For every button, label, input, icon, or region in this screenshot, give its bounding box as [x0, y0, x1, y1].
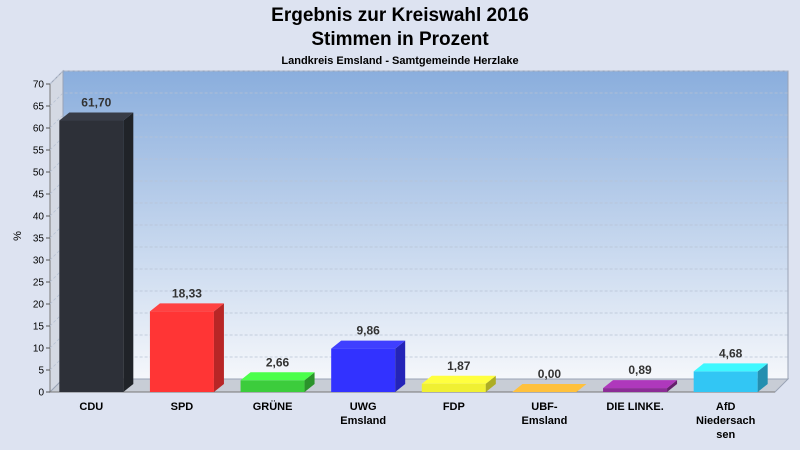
- gridline: [49, 70, 788, 85]
- y-tick-label: 50: [33, 168, 45, 179]
- y-tick-label: 40: [33, 212, 45, 223]
- gridline: [49, 224, 788, 239]
- y-tick-label: 10: [33, 344, 45, 355]
- gridline: [49, 290, 788, 305]
- x-tick-label: UBF-: [531, 401, 558, 413]
- bar-3: [331, 340, 406, 392]
- bar-1: [149, 303, 224, 392]
- x-tick-label: CDU: [79, 401, 103, 413]
- data-label: 2,66: [266, 355, 290, 369]
- gridline: [49, 158, 788, 173]
- bar-front: [331, 348, 396, 392]
- gridline: [49, 136, 788, 151]
- y-tick-label: 0: [38, 388, 44, 399]
- gridline: [49, 92, 788, 107]
- x-tick-label: SPD: [171, 401, 194, 413]
- bar-side: [395, 340, 406, 392]
- bar-side: [485, 375, 496, 392]
- x-tick-label: GRÜNE: [253, 400, 293, 413]
- bar-front: [603, 388, 668, 392]
- bar-4: [421, 375, 496, 392]
- y-tick-label: 20: [33, 300, 45, 311]
- bar-0: [59, 112, 134, 393]
- bar-2: [240, 372, 315, 392]
- data-label: 0,00: [538, 367, 562, 381]
- x-tick-label: sen: [716, 429, 735, 441]
- bar-front: [149, 311, 214, 392]
- gridline: [49, 334, 788, 349]
- bar-top: [512, 384, 587, 392]
- bar-top: [421, 375, 496, 384]
- y-tick-label: 15: [33, 322, 45, 333]
- y-tick-label: 65: [33, 102, 45, 113]
- bar-top: [693, 363, 768, 372]
- gridline: [49, 246, 788, 261]
- gridline: [49, 202, 788, 217]
- x-tick-label: FDP: [443, 401, 465, 413]
- y-tick-label: 60: [33, 124, 45, 135]
- gridline: [49, 268, 788, 283]
- y-tick-label: 45: [33, 190, 45, 201]
- x-tick-label: Emsland: [340, 415, 386, 427]
- data-label: 9,86: [357, 324, 381, 338]
- x-tick-label: DIE LINKE.: [606, 401, 663, 413]
- data-label: 4,68: [719, 346, 743, 360]
- y-tick-label: 5: [38, 366, 44, 377]
- gridline: [49, 312, 788, 327]
- y-tick-label: 25: [33, 278, 45, 289]
- y-axis-label: %: [12, 231, 24, 241]
- x-tick-label: AfD: [716, 401, 736, 413]
- bar-side: [123, 112, 134, 393]
- data-label: 1,87: [447, 359, 471, 373]
- bar-side: [757, 363, 768, 392]
- bar-5: [512, 384, 587, 392]
- gridline: [49, 114, 788, 129]
- bar-front: [693, 371, 758, 392]
- bar-top: [603, 380, 678, 389]
- x-tick-label: Niedersach: [696, 415, 756, 427]
- bar-top: [149, 303, 224, 312]
- bar-top: [59, 112, 134, 121]
- bar-top: [331, 340, 406, 349]
- bar-side: [304, 372, 315, 392]
- bar-side: [667, 380, 678, 392]
- y-tick-label: 70: [33, 80, 45, 91]
- gridline: [49, 180, 788, 195]
- bar-front: [59, 120, 124, 393]
- gridline: [49, 356, 788, 371]
- y-tick-label: 30: [33, 256, 45, 267]
- chart-subtitle: Stimmen in Prozent: [311, 29, 489, 50]
- chart-title: Ergebnis zur Kreiswahl 2016: [271, 5, 529, 26]
- bar-front: [240, 380, 305, 392]
- data-label: 18,33: [172, 286, 202, 300]
- bar-front: [421, 383, 486, 392]
- bar-6: [603, 380, 678, 392]
- y-tick-label: 55: [33, 146, 45, 157]
- x-tick-label: Emsland: [522, 415, 568, 427]
- bar-top: [240, 372, 315, 381]
- x-tick-label: UWG: [350, 401, 377, 413]
- bar-7: [693, 363, 768, 392]
- data-label: 61,70: [81, 96, 111, 110]
- data-label: 0,89: [628, 363, 652, 377]
- chart-region-subtitle: Landkreis Emsland - Samtgemeinde Herzlak…: [281, 55, 519, 67]
- y-tick-label: 35: [33, 234, 45, 245]
- bar-side: [213, 303, 224, 392]
